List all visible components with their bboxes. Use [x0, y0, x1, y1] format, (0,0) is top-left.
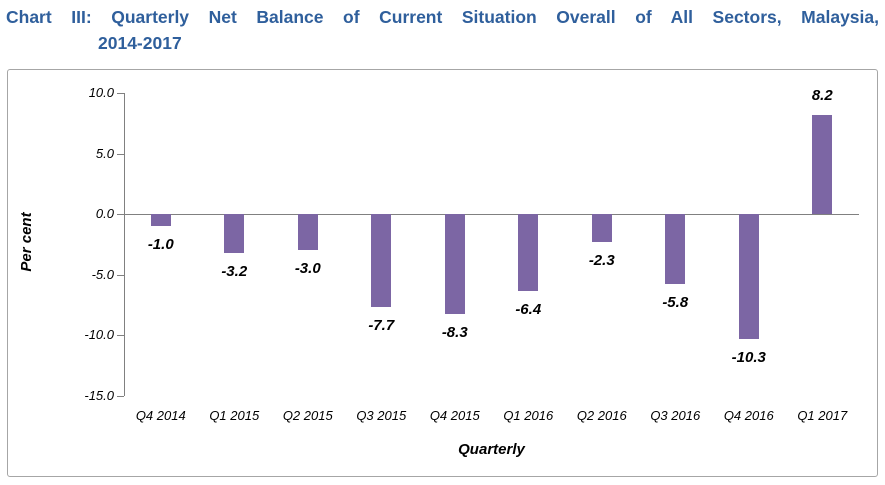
bar: [297, 214, 318, 251]
y-tick-label: -5.0: [91, 266, 114, 282]
y-tick-mark: [117, 93, 124, 94]
bar-value-label: -3.0: [294, 260, 321, 278]
x-tick-label: Q4 2014: [135, 408, 186, 423]
bar-value-label: -3.2: [221, 262, 248, 280]
bar: [371, 214, 392, 308]
y-tick-mark: [117, 214, 124, 215]
y-axis-title: Per cent: [18, 212, 35, 272]
x-tick-label: Q2 2015: [282, 408, 333, 423]
y-axis-line: [124, 93, 125, 396]
y-tick-label: 0.0: [95, 206, 114, 221]
bar: [518, 214, 539, 292]
x-tick-label: Q4 2016: [723, 408, 774, 423]
bar: [444, 214, 465, 315]
y-tick-mark: [117, 395, 124, 397]
y-tick-mark: [117, 153, 124, 155]
bar-value-label: 8.2: [811, 86, 833, 104]
x-axis-title: Quarterly: [458, 441, 525, 458]
x-tick-label: Q2 2016: [576, 408, 627, 423]
chart-title-line2: 2014-2017: [98, 33, 182, 53]
y-tick-mark: [117, 335, 124, 336]
bar-value-label: -6.4: [515, 301, 542, 319]
x-tick-label: Q3 2016: [650, 408, 701, 423]
bar-value-label: -10.3: [731, 348, 766, 366]
y-tick-label: -15.0: [84, 387, 114, 403]
bar-value-label: -2.3: [588, 251, 615, 269]
bar: [738, 214, 759, 339]
bar-value-label: -7.7: [368, 317, 395, 335]
x-tick-label: Q3 2015: [356, 408, 407, 423]
y-tick-label: 5.0: [95, 145, 114, 161]
bar-value-label: -5.8: [662, 294, 689, 312]
bar-value-label: -8.3: [441, 324, 468, 342]
bar: [665, 214, 686, 285]
chart-frame: 10.0 5.0 0.0 -5.0 -10.0 -15.0 -1.0 Q4 2014 -3.2 Q…: [7, 69, 878, 477]
bar: [150, 214, 171, 227]
y-tick-label: 10.0: [88, 85, 114, 100]
x-tick-label: Q4 2015: [429, 408, 480, 423]
x-tick-label: Q1 2016: [503, 408, 554, 423]
chart-title-line1: Chart III: Quarterly Net Balance of Curr…: [6, 7, 879, 27]
x-tick-label: Q1 2015: [209, 408, 260, 423]
plot-area: 10.0 5.0 0.0 -5.0 -10.0 -15.0 -1.0 Q4 2014 -3.2 Q…: [8, 70, 877, 476]
y-tick-label: -10.0: [84, 327, 114, 342]
bar: [224, 214, 245, 253]
y-tick-mark: [117, 274, 124, 276]
chart-title: Chart III: Quarterly Net Balance of Curr…: [6, 4, 879, 56]
zero-gridline: [124, 214, 859, 215]
x-tick-label: Q1 2017: [797, 408, 848, 423]
bar: [812, 114, 833, 214]
bar: [591, 214, 612, 242]
bar-value-label: -1.0: [147, 236, 174, 254]
